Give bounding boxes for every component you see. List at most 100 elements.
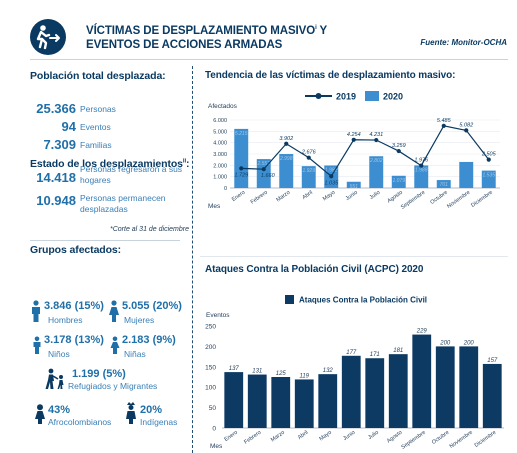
chart1-xtick: Mayo: [322, 190, 336, 203]
chart1-point-label: 1.976: [414, 158, 429, 164]
chart2-xtick: Enero: [223, 430, 238, 443]
header-divider: [30, 59, 508, 60]
chart1-ytick: 5.000: [213, 129, 227, 135]
chart1-xtick: Enero: [231, 190, 246, 203]
chart1-bar-2020: [481, 170, 496, 188]
grupo-hombres-label: Hombres: [48, 315, 83, 325]
chart1-ylabel: Afectados: [208, 103, 238, 110]
chart1-bar-2020: [459, 161, 474, 188]
source-label: Fuente: Monitor-OCHA: [420, 38, 507, 47]
chart1-bar-2020: [346, 181, 361, 188]
chart1-bar-label: 2.998: [279, 156, 293, 162]
chart1-point-label: 1.660: [261, 173, 276, 179]
estado-permanecen-value: 10.948: [36, 193, 76, 208]
chart1-point-label: 4.231: [369, 132, 383, 138]
chart2-bar: [294, 379, 314, 428]
stat-personas-value: 25.366: [36, 101, 76, 116]
chart1-xtick: Septiembre: [400, 190, 426, 211]
chart2-bar-label: 132: [323, 368, 334, 374]
chart2-xtick: Marzo: [270, 430, 286, 444]
chart1-point-label: 5.082: [459, 122, 473, 128]
chart1-bar-label: 1.929: [302, 168, 315, 174]
chart1-xtick: Julio: [369, 190, 382, 201]
chart1-point-2019: [419, 163, 424, 168]
chart1-ytick: 1.000: [213, 175, 227, 181]
chart1-point-label: 3.902: [279, 136, 293, 142]
chart2-ytick: 150: [205, 364, 216, 371]
chart1-bar-label: 1.079: [392, 178, 405, 184]
chart2-bar: [412, 334, 432, 428]
chart1-point-2019: [306, 155, 311, 160]
chart1-bar-label: 1.988: [415, 167, 428, 173]
stat-personas-label: Personas: [80, 104, 116, 114]
grupo-indigenas-value: 20%: [140, 404, 163, 416]
legend-2019-label: 2019: [336, 92, 356, 102]
chart1-line-2019: [241, 125, 490, 178]
chart1-point-2019: [329, 174, 334, 179]
chart2-bar: [271, 377, 291, 428]
chart2-xtick: Junio: [342, 430, 356, 442]
chart1-point-2019: [464, 128, 469, 133]
chart2-xtick: Septiembre: [400, 430, 426, 451]
chart1-bar-label: 1.982: [325, 168, 338, 174]
estado-regresaron-value: 14.418: [36, 170, 76, 185]
chart2-bar: [435, 346, 455, 428]
chart2-bar-label: 119: [299, 373, 309, 379]
chart1-xtick: Diciembre: [470, 190, 494, 209]
grupo-ninos-value: 3.178 (13%): [44, 334, 104, 346]
chart1-bar-2020: [279, 154, 294, 188]
estado-permanecen-label: Personas permanecen desplazadas: [80, 193, 166, 214]
legend-2020-swatch: [365, 91, 379, 101]
chart1-xtick: Noviembre: [446, 190, 471, 210]
indigenous-person-icon: [126, 402, 136, 424]
chart1-point-label: 2.676: [301, 150, 317, 156]
estado-divider: [30, 240, 180, 241]
estado-note: *Corte al 31 de diciembre: [110, 226, 189, 233]
grupo-indigenas-label: Indígenas: [140, 417, 178, 427]
chart2-xtick: Abril: [297, 430, 309, 441]
grupo-ninos-label: Niños: [48, 349, 70, 359]
chart1-bar-2020: [256, 159, 271, 188]
report-header: VÍCTIMAS DE DESPLAZAMIENTO MASIVOi Y EVE…: [0, 0, 517, 62]
grupo-afro-value: 43%: [48, 404, 71, 416]
chart2-acpc: Ataques Contra la Población Civil Eventos…: [205, 295, 504, 451]
chart1-xtick: Abril: [301, 190, 313, 201]
grupo-mujeres-label: Mujeres: [124, 315, 155, 325]
chart1-point-2019: [239, 166, 244, 171]
chart2-bar: [224, 372, 244, 428]
chart1-xtick: Agosto: [386, 190, 403, 205]
boy-icon: [33, 336, 41, 354]
chart1-ytick: 2.000: [213, 163, 227, 169]
chart2-bar-label: 200: [439, 340, 451, 346]
chart1-bar-label: 701: [440, 182, 449, 188]
chart2-bar: [318, 374, 338, 428]
column-divider: [192, 66, 193, 453]
family-walking-icon: [45, 368, 64, 389]
stat-familias-value: 7.309: [43, 137, 76, 152]
chart1-point-label: 2.505: [481, 152, 497, 158]
chart1-bar-2020: [436, 180, 451, 188]
chart2-bar: [459, 346, 479, 428]
chart2-title: Ataques Contra la Población Civil (ACPC)…: [205, 264, 424, 275]
chart1-point-2019: [441, 123, 446, 128]
chart2-ytick: 50: [209, 405, 217, 412]
grupo-ninas-label: Niñas: [124, 349, 146, 359]
chart1-ytick: 6.000: [213, 118, 227, 124]
stat-familias-label: Familias: [80, 140, 112, 150]
chart2-ytick: 0: [212, 426, 216, 433]
chart1-point-2019: [351, 137, 356, 142]
chart1-point-label: 4.254: [347, 132, 361, 138]
chart2-xtick: Noviembre: [449, 430, 474, 450]
chart2-xtick: Octubre: [431, 430, 450, 446]
chart2-xtick: Febrero: [243, 430, 262, 446]
chart1-xtick: Junio: [345, 190, 359, 202]
chart2-xtick: Julio: [367, 430, 380, 441]
chart1-point-label: 1.035: [324, 180, 339, 186]
chart1-xtick: Octubre: [429, 190, 448, 206]
grupo-hombres-value: 3.846 (15%): [44, 300, 104, 312]
chart2-xtick: Mayo: [318, 430, 332, 443]
chart1-point-2019: [486, 157, 491, 162]
chart1-bar-2020: [369, 156, 384, 188]
woman-icon: [109, 300, 119, 322]
chart2-ytick: 100: [205, 385, 216, 392]
